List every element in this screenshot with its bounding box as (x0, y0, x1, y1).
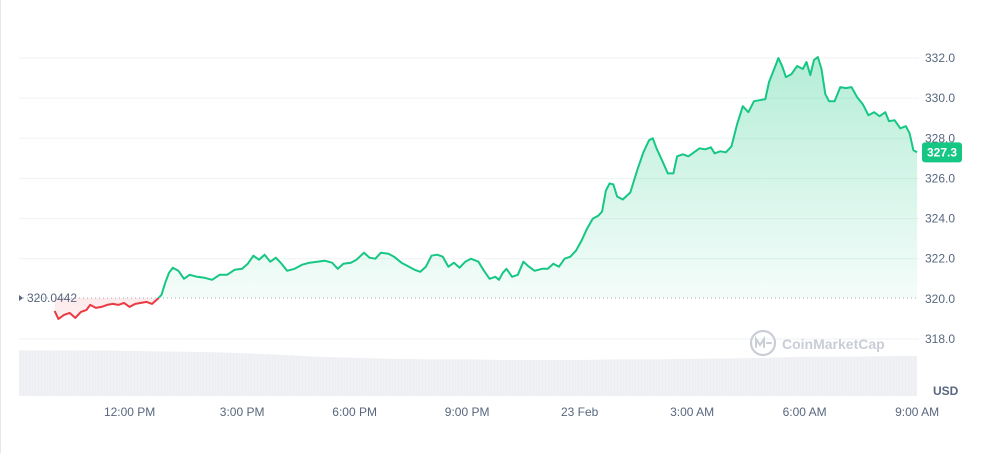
x-tick-label: 23 Feb (561, 405, 599, 419)
price-area-down (54, 298, 918, 319)
line-layer (53, 56, 918, 320)
y-tick-label: 332.0 (925, 51, 955, 65)
volume-area (19, 350, 918, 396)
price-area-up (54, 57, 918, 298)
y-tick-label: 318.0 (925, 332, 955, 346)
y-tick-label: 330.0 (925, 91, 955, 105)
y-tick-label: 322.0 (925, 252, 955, 266)
x-tick-label: 3:00 AM (670, 405, 714, 419)
current-price-label: 327.3 (927, 145, 957, 159)
y-tick-label: 326.0 (925, 171, 955, 185)
x-tick-label: 12:00 PM (104, 405, 155, 419)
x-tick-label: 3:00 PM (220, 405, 265, 419)
axis-layer: 318.0 320.0 322.0 324.0 326.0 328.0 330.0 332.0… (104, 51, 962, 419)
reference-label: 320.0442 (27, 291, 77, 305)
x-tick-label: 9:00 AM (895, 405, 939, 419)
y-tick-label: 324.0 (925, 212, 955, 226)
y-tick-label: 320.0 (925, 292, 955, 306)
volume-layer (18, 343, 918, 396)
area-layer (54, 57, 918, 319)
price-line-up (157, 56, 918, 298)
reference-layer: 320.0442 (19, 291, 919, 305)
grid-layer (19, 57, 919, 340)
unit-label: USD (933, 384, 959, 398)
coinmarketcap-logo-icon (749, 329, 777, 357)
watermark: CoinMarketCap (749, 329, 885, 357)
y-tick-label: 328.0 (925, 131, 955, 145)
current-price-tag (922, 142, 962, 163)
x-tick-label: 9:00 PM (445, 405, 490, 419)
coinmarketcap-logo-mark-icon (755, 335, 772, 348)
x-tick-label: 6:00 AM (783, 405, 827, 419)
watermark-text: CoinMarketCap (782, 336, 885, 352)
reference-marker (19, 294, 23, 301)
x-tick-label: 6:00 PM (332, 405, 377, 419)
